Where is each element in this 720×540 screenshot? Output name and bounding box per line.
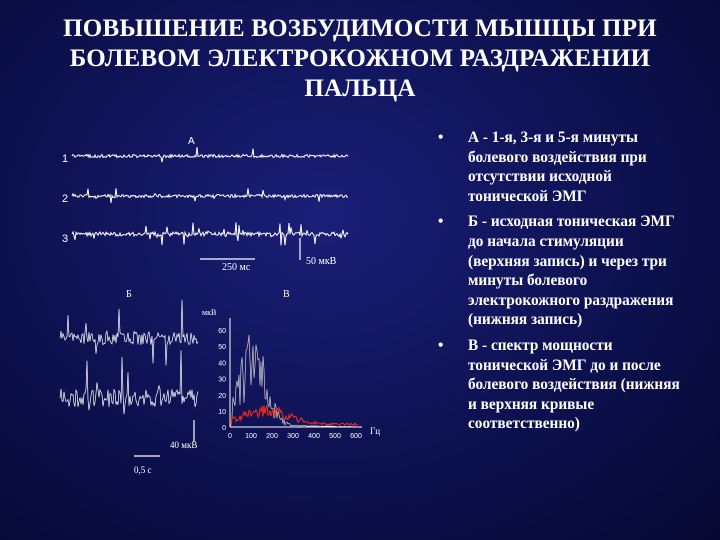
trace-label-1: 1 — [62, 153, 68, 165]
slide-title-line-2: БОЛЕВОМ ЭЛЕКТРОКОЖНОМ РАЗДРАЖЕНИИ — [69, 45, 651, 72]
emg-trace-1 — [71, 147, 349, 163]
emg-trace-after-pain — [59, 350, 199, 415]
emg-trace-2 — [71, 188, 349, 203]
panel-a-label: А — [188, 136, 195, 147]
time-scale-a: 250 мс — [222, 262, 251, 273]
bullet-item-a: • А - 1-я, 3-я и 5-я минуты болевого воз… — [438, 128, 688, 206]
bullet-item-c: • В - спектр мощности тонической ЭМГ до … — [438, 336, 688, 434]
bullet-marker: • — [438, 213, 444, 231]
emg-trace-baseline — [59, 299, 199, 366]
panel-c-label: В — [283, 289, 290, 300]
spectrum-xtick-label: 500 — [329, 433, 341, 440]
bullet-text-a: А - 1-я, 3-я и 5-я минуты болевого возде… — [468, 129, 647, 205]
emg-figure: А 1 2 3 250 мс 50 мкВ Б 40 мкВ 0,5 с В м… — [59, 136, 380, 475]
slide-title-line-1: ПОВЫШЕНИЕ ВОЗБУДИМОСТИ МЫШЦЫ ПРИ — [63, 15, 657, 42]
spectrum-ytick-label: 40 — [218, 360, 226, 367]
spectrum-xtick-label: 0 — [228, 433, 232, 440]
spectrum-ytick-label: 20 — [218, 393, 226, 400]
spectrum-xlabel: Гц — [370, 426, 380, 436]
trace-label-3: 3 — [62, 233, 68, 245]
spectrum-xtick-label: 600 — [350, 433, 362, 440]
spectrum-xtick-label: 100 — [245, 433, 257, 440]
time-scale-b: 0,5 с — [134, 465, 152, 475]
spectrum-before-curve — [230, 334, 359, 428]
bullet-text-c: В - спектр мощности тонической ЭМГ до и … — [468, 336, 680, 433]
trace-label-2: 2 — [62, 193, 68, 205]
spectrum-ytick-label: 10 — [218, 409, 226, 416]
bullet-marker: • — [438, 336, 444, 354]
slide-title: ПОВЫШЕНИЕ ВОЗБУДИМОСТИ МЫШЦЫ ПРИ БОЛЕВОМ… — [0, 14, 720, 104]
bullet-item-b: • Б - исходная тоническая ЭМГ до начала … — [438, 212, 688, 330]
spectrum-xtick-label: 400 — [308, 433, 320, 440]
spectrum-ylabel: мкВ — [202, 308, 216, 317]
spectrum-ytick-label: 0 — [222, 425, 226, 432]
spectrum-after-curve — [230, 405, 359, 427]
spectrum-xtick-label: 300 — [287, 433, 299, 440]
spectrum-ytick-label: 60 — [218, 328, 226, 335]
amp-scale-a: 50 мкВ — [306, 256, 337, 267]
spectrum-ytick-label: 50 — [218, 344, 226, 351]
bullet-text-b: Б - исходная тоническая ЭМГ до начала ст… — [468, 213, 675, 329]
spectrum-xtick-label: 200 — [266, 433, 278, 440]
emg-trace-3 — [71, 222, 349, 246]
bullet-marker: • — [438, 129, 444, 146]
spectrum-ytick-label: 30 — [218, 377, 226, 384]
bullet-list: • А - 1-я, 3-я и 5-я минуты болевого воз… — [438, 128, 688, 440]
amp-scale-b: 40 мкВ — [170, 440, 197, 450]
slide-title-line-3: ПАЛЬЦА — [304, 75, 416, 102]
panel-b-label: Б — [126, 289, 132, 300]
